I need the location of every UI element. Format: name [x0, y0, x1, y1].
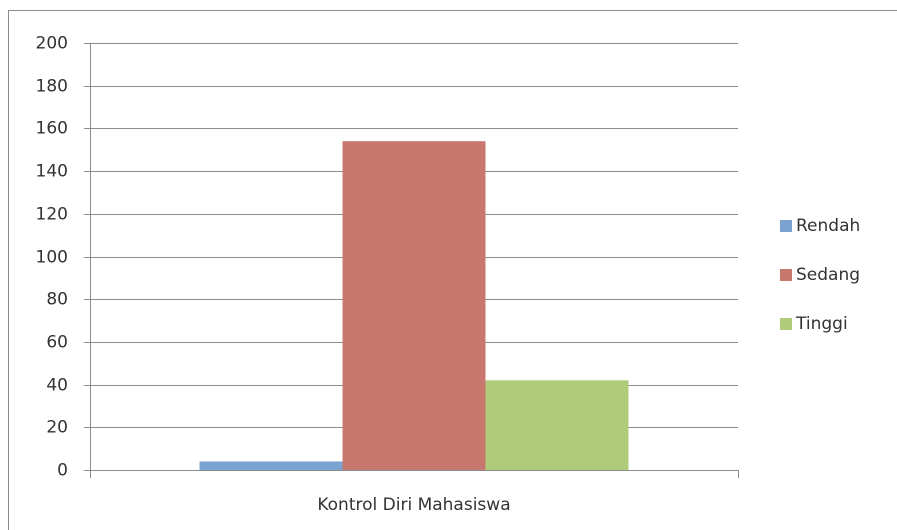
- y-tick-label: 140: [36, 162, 68, 182]
- y-tick-label: 100: [36, 248, 68, 268]
- x-tick-label: Kontrol Diri Mahasiswa: [317, 495, 510, 515]
- legend-swatch: [780, 318, 792, 330]
- y-tick-label: 40: [46, 376, 68, 396]
- legend-label: Sedang: [796, 265, 860, 285]
- legend-swatch: [780, 269, 792, 281]
- y-tick-label: 20: [46, 418, 68, 438]
- chart: 0 20 40 60 80 100 120 140 160 180 200 Kontrol Diri …: [0, 0, 897, 530]
- y-tick-label: 60: [46, 333, 68, 353]
- y-tick-label: 180: [36, 77, 68, 97]
- page: {"chart_data": {"type": "bar", "categori…: [0, 0, 897, 530]
- bar: [343, 141, 486, 470]
- legend-swatch: [780, 220, 792, 232]
- y-tick-label: 200: [36, 34, 68, 54]
- bar: [200, 461, 343, 470]
- legend-label: Rendah: [796, 216, 860, 236]
- y-tick-label: 120: [36, 205, 68, 225]
- legend-label: Tinggi: [795, 314, 848, 334]
- y-tick-label: 0: [57, 461, 68, 481]
- y-tick-label: 160: [36, 119, 68, 139]
- y-tick-label: 80: [46, 290, 68, 310]
- bar: [485, 380, 628, 470]
